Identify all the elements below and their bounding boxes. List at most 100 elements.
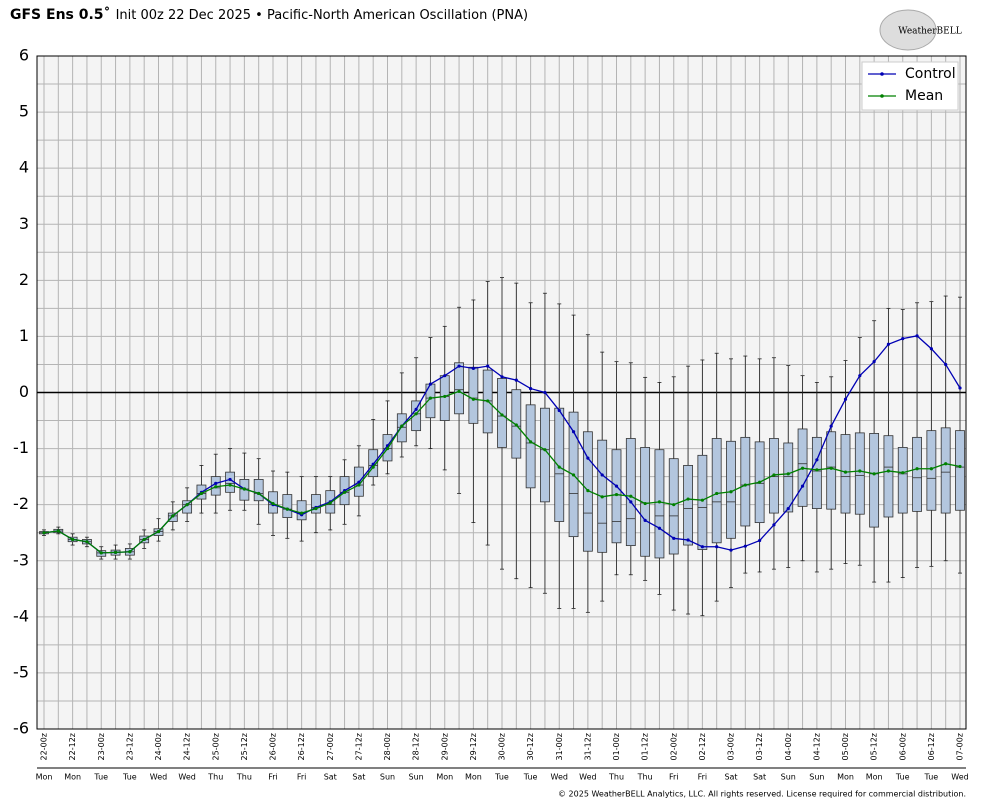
series-point [500,375,504,379]
series-point [657,526,662,530]
series-point [400,424,404,428]
logo-text: WeatherBELL [898,27,961,37]
series-point [700,545,704,549]
series-point [815,468,819,472]
x-day-label: Thu [637,773,653,782]
x-day-label: Sat [352,773,365,782]
series-point [901,471,905,475]
y-tick-label: -5 [13,662,29,681]
series-point [228,477,232,482]
x-day-label: Fri [297,773,307,782]
x-day-label: Sat [753,773,766,782]
series-point [128,550,132,554]
y-tick-label: 2 [19,270,29,289]
series-point [843,397,848,401]
chart-title-model: GFS Ens 0.5˚ Init 00z 22 Dec 2025 • Pacif… [10,6,528,23]
box [854,432,865,515]
series-point [901,337,905,341]
box [296,500,307,521]
series-point [543,448,547,452]
y-tick-label: 5 [19,102,29,121]
x-day-label: Sat [324,773,337,782]
box [611,449,622,544]
series-point [772,473,776,477]
x-tick-label: 22-12z [68,733,77,760]
box [926,430,937,511]
series-point [514,378,518,382]
series-point [457,389,461,393]
series-point [672,503,676,507]
x-day-label: Sat [724,773,737,782]
series-point [743,483,747,487]
x-tick-label: 25-00z [211,733,220,760]
x-day-label: Mon [866,773,883,782]
series-point [457,364,461,368]
series-point [915,467,919,471]
series-point [257,491,261,496]
series-point [156,529,161,534]
series-point [672,536,676,540]
series-point [85,540,89,544]
box [826,431,837,510]
series-point [314,506,318,511]
x-tick-label: 26-00z [269,733,278,760]
x-day-label: Fri [268,773,278,782]
x-tick-label: 03-12z [755,733,764,760]
x-tick-label: 27-00z [326,733,335,760]
series-point [715,545,719,549]
x-tick-label: 06-12z [927,733,936,760]
logo: WeatherBELL [879,9,962,51]
x-day-label: Sun [409,773,424,782]
series-point [385,446,390,451]
box [497,378,507,448]
series-point [557,408,561,413]
x-day-label: Tue [924,773,939,782]
series-point [171,514,175,518]
series-point [629,500,633,504]
series-point [715,491,719,496]
series-point [142,537,146,542]
x-tick-label: 23-12z [125,733,134,760]
x-day-label: Tue [494,773,509,782]
series-point [342,490,347,494]
series-point [700,498,704,502]
series-point [557,465,561,469]
plot-frame [36,55,967,730]
series-point [815,458,819,462]
box [711,438,722,544]
x-tick-label: 06-00z [898,733,907,760]
x-day-label: Mon [465,773,482,782]
series-point [56,529,60,533]
series-point [858,374,862,378]
series-point [300,511,304,515]
series-point [915,334,919,338]
x-tick-label: 31-12z [583,733,592,760]
legend-dot [880,94,884,98]
series-point [543,390,547,395]
box [439,375,450,421]
x-tick-label: 23-00z [97,733,106,760]
box [396,413,407,443]
box [811,436,822,509]
x-tick-label: 04-00z [784,733,793,760]
box [182,500,193,514]
series-point [929,347,933,351]
box [468,366,479,424]
logo-mark [879,9,937,51]
x-tick-label: 24-00z [154,733,163,760]
series-point [772,523,776,527]
series-point [371,465,375,469]
x-tick-label: 01-00z [612,733,621,760]
y-tick-label: 1 [19,326,29,345]
box [740,436,751,527]
series-point [786,506,790,511]
series-point [629,494,633,498]
x-day-label: Thu [608,773,624,782]
series-point [886,469,891,473]
series-point [42,531,46,535]
x-day-label: Tue [895,773,910,782]
legend-box [861,61,959,111]
box [540,407,550,503]
series-point [271,501,275,506]
series-point [571,430,576,434]
